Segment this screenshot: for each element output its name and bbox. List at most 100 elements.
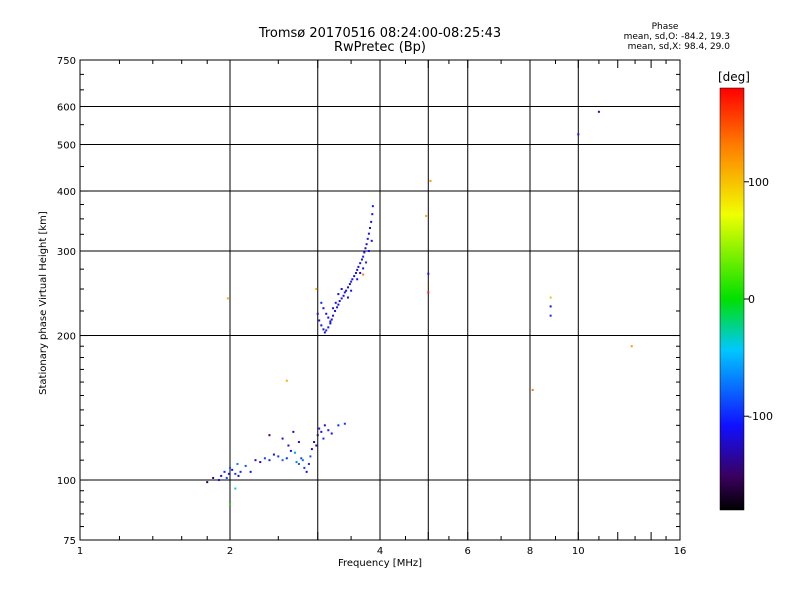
o-mode-point — [322, 328, 325, 331]
o-mode-point — [327, 316, 330, 319]
o-mode-point — [244, 464, 247, 467]
x-mode-point — [427, 291, 430, 294]
phase-stats: Phase mean, sd,O: -84.2, 19.3 mean, sd,X… — [580, 22, 730, 52]
o-mode-point — [329, 320, 332, 323]
o-mode-point — [370, 220, 373, 223]
o-mode-point — [330, 318, 333, 321]
o-mode-point — [351, 278, 354, 281]
o-mode-point — [295, 461, 298, 464]
o-mode-point — [330, 432, 333, 435]
x-tick-label: 6 — [465, 546, 471, 557]
x-mode-point — [425, 214, 428, 217]
x-mode-point — [429, 179, 432, 182]
o-mode-point — [316, 434, 319, 437]
y-tick-label: 600 — [57, 103, 76, 114]
data-points — [206, 110, 633, 506]
phase-stats-title: Phase — [651, 22, 679, 32]
o-mode-point — [320, 301, 323, 304]
o-mode-point — [277, 455, 280, 458]
o-mode-point — [254, 459, 257, 462]
o-mode-point — [365, 261, 368, 264]
y-tick-label: 500 — [57, 141, 76, 152]
o-mode-point — [370, 239, 373, 242]
o-mode-point — [350, 280, 353, 283]
o-mode-point — [307, 462, 310, 465]
o-mode-point — [313, 441, 316, 444]
x-mode-point — [549, 296, 552, 299]
o-mode-point — [318, 319, 321, 322]
o-mode-point — [367, 250, 370, 253]
o-mode-point — [362, 255, 365, 258]
o-mode-point — [318, 427, 321, 430]
o-mode-point — [549, 305, 552, 308]
o-mode-point — [323, 424, 326, 427]
y-tick-label: 750 — [57, 56, 76, 67]
o-mode-point — [301, 459, 304, 462]
o-mode-point — [249, 470, 252, 473]
y-tick-label: 100 — [57, 476, 76, 487]
x-mode-point — [212, 476, 215, 479]
o-mode-point — [325, 329, 328, 332]
axis-ticks — [80, 59, 680, 541]
o-mode-point — [289, 449, 292, 452]
colorbar-tick-label: -100 — [748, 410, 773, 423]
o-mode-point — [329, 322, 332, 325]
grid-lines — [80, 60, 680, 540]
o-mode-point — [345, 289, 348, 292]
o-mode-point — [327, 429, 330, 432]
phase-stats-x: mean, sd,X: 98.4, 29.0 — [627, 42, 730, 52]
y-tick-label: 400 — [57, 187, 76, 198]
o-mode-point — [337, 424, 340, 427]
o-mode-point — [285, 457, 288, 460]
o-mode-point — [356, 268, 359, 271]
o-mode-point — [369, 227, 372, 230]
o-mode-point — [293, 451, 296, 454]
o-mode-point — [371, 205, 374, 208]
y-tick-labels: 75 100 200 300 400 500 600 750 — [57, 56, 76, 547]
o-mode-point — [322, 437, 325, 440]
o-mode-point — [309, 455, 312, 458]
o-mode-point — [360, 258, 363, 261]
o-mode-point — [310, 448, 313, 451]
colorbar-label: [deg] — [718, 70, 750, 84]
o-mode-point — [348, 283, 351, 286]
plot-frame — [79, 59, 681, 541]
o-mode-point — [231, 468, 234, 471]
o-mode-point — [354, 271, 357, 274]
o-mode-point — [363, 251, 366, 254]
o-mode-point — [359, 262, 362, 265]
o-mode-point — [259, 461, 262, 464]
o-mode-point — [366, 237, 369, 240]
o-mode-point — [263, 457, 266, 460]
x-mode-point — [315, 288, 318, 291]
o-mode-point — [367, 232, 370, 235]
o-mode-point — [272, 453, 275, 456]
o-mode-point — [305, 470, 308, 473]
o-mode-point — [549, 314, 552, 317]
colorbar-ticks: 100 0 -100 — [744, 176, 773, 423]
o-mode-point — [234, 472, 237, 475]
x-tick-label: 8 — [527, 546, 533, 557]
x-axis-label: Frequency [MHz] — [337, 558, 423, 569]
colorbar-tick-label: 100 — [748, 176, 769, 189]
o-mode-point — [268, 434, 271, 437]
o-mode-point — [343, 291, 346, 294]
o-mode-point — [346, 296, 349, 299]
o-mode-point — [325, 312, 328, 315]
x-mode-point — [285, 379, 288, 382]
x-tick-label: 4 — [377, 546, 383, 557]
o-mode-point — [332, 314, 335, 317]
x-mode-point — [531, 389, 534, 392]
o-mode-point — [220, 474, 223, 477]
o-mode-point — [327, 326, 330, 329]
y-tick-label: 300 — [57, 247, 76, 258]
chart-title-block: Tromsø 20170516 08:24:00-08:25:43 RwPret… — [230, 27, 530, 55]
o-mode-point — [322, 307, 325, 310]
o-mode-point — [320, 430, 323, 433]
o-mode-point — [337, 293, 340, 296]
colorbar — [719, 87, 745, 511]
o-mode-point — [362, 267, 365, 270]
x-mode-point — [206, 481, 209, 484]
x-tick-label: 1 — [77, 546, 83, 557]
phase-stats-o: mean, sd,O: -84.2, 19.3 — [623, 32, 730, 42]
